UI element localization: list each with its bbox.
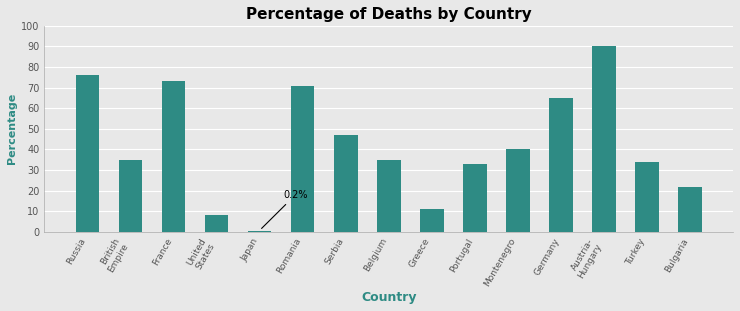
Bar bbox=[205, 215, 229, 232]
Bar bbox=[549, 98, 573, 232]
Bar bbox=[635, 162, 659, 232]
Text: 0.2%: 0.2% bbox=[261, 190, 308, 228]
Bar bbox=[678, 187, 702, 232]
Bar bbox=[291, 86, 314, 232]
Bar bbox=[162, 81, 186, 232]
Bar bbox=[592, 46, 616, 232]
Bar bbox=[118, 160, 142, 232]
Bar bbox=[334, 135, 357, 232]
Bar bbox=[463, 164, 487, 232]
Bar bbox=[377, 160, 400, 232]
Bar bbox=[248, 231, 272, 232]
Title: Percentage of Deaths by Country: Percentage of Deaths by Country bbox=[246, 7, 531, 22]
Y-axis label: Percentage: Percentage bbox=[7, 93, 17, 165]
Bar bbox=[75, 75, 99, 232]
X-axis label: Country: Country bbox=[361, 291, 417, 304]
Bar bbox=[420, 209, 443, 232]
Bar bbox=[506, 150, 530, 232]
